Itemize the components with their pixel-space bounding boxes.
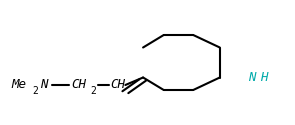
Text: CH: CH [111, 78, 126, 92]
Text: 2: 2 [90, 86, 96, 96]
Text: N: N [248, 71, 255, 84]
Text: 2: 2 [32, 86, 38, 96]
Text: Me: Me [12, 78, 27, 92]
Text: CH: CH [71, 78, 86, 92]
Text: N: N [40, 78, 47, 92]
Text: H: H [260, 71, 267, 84]
